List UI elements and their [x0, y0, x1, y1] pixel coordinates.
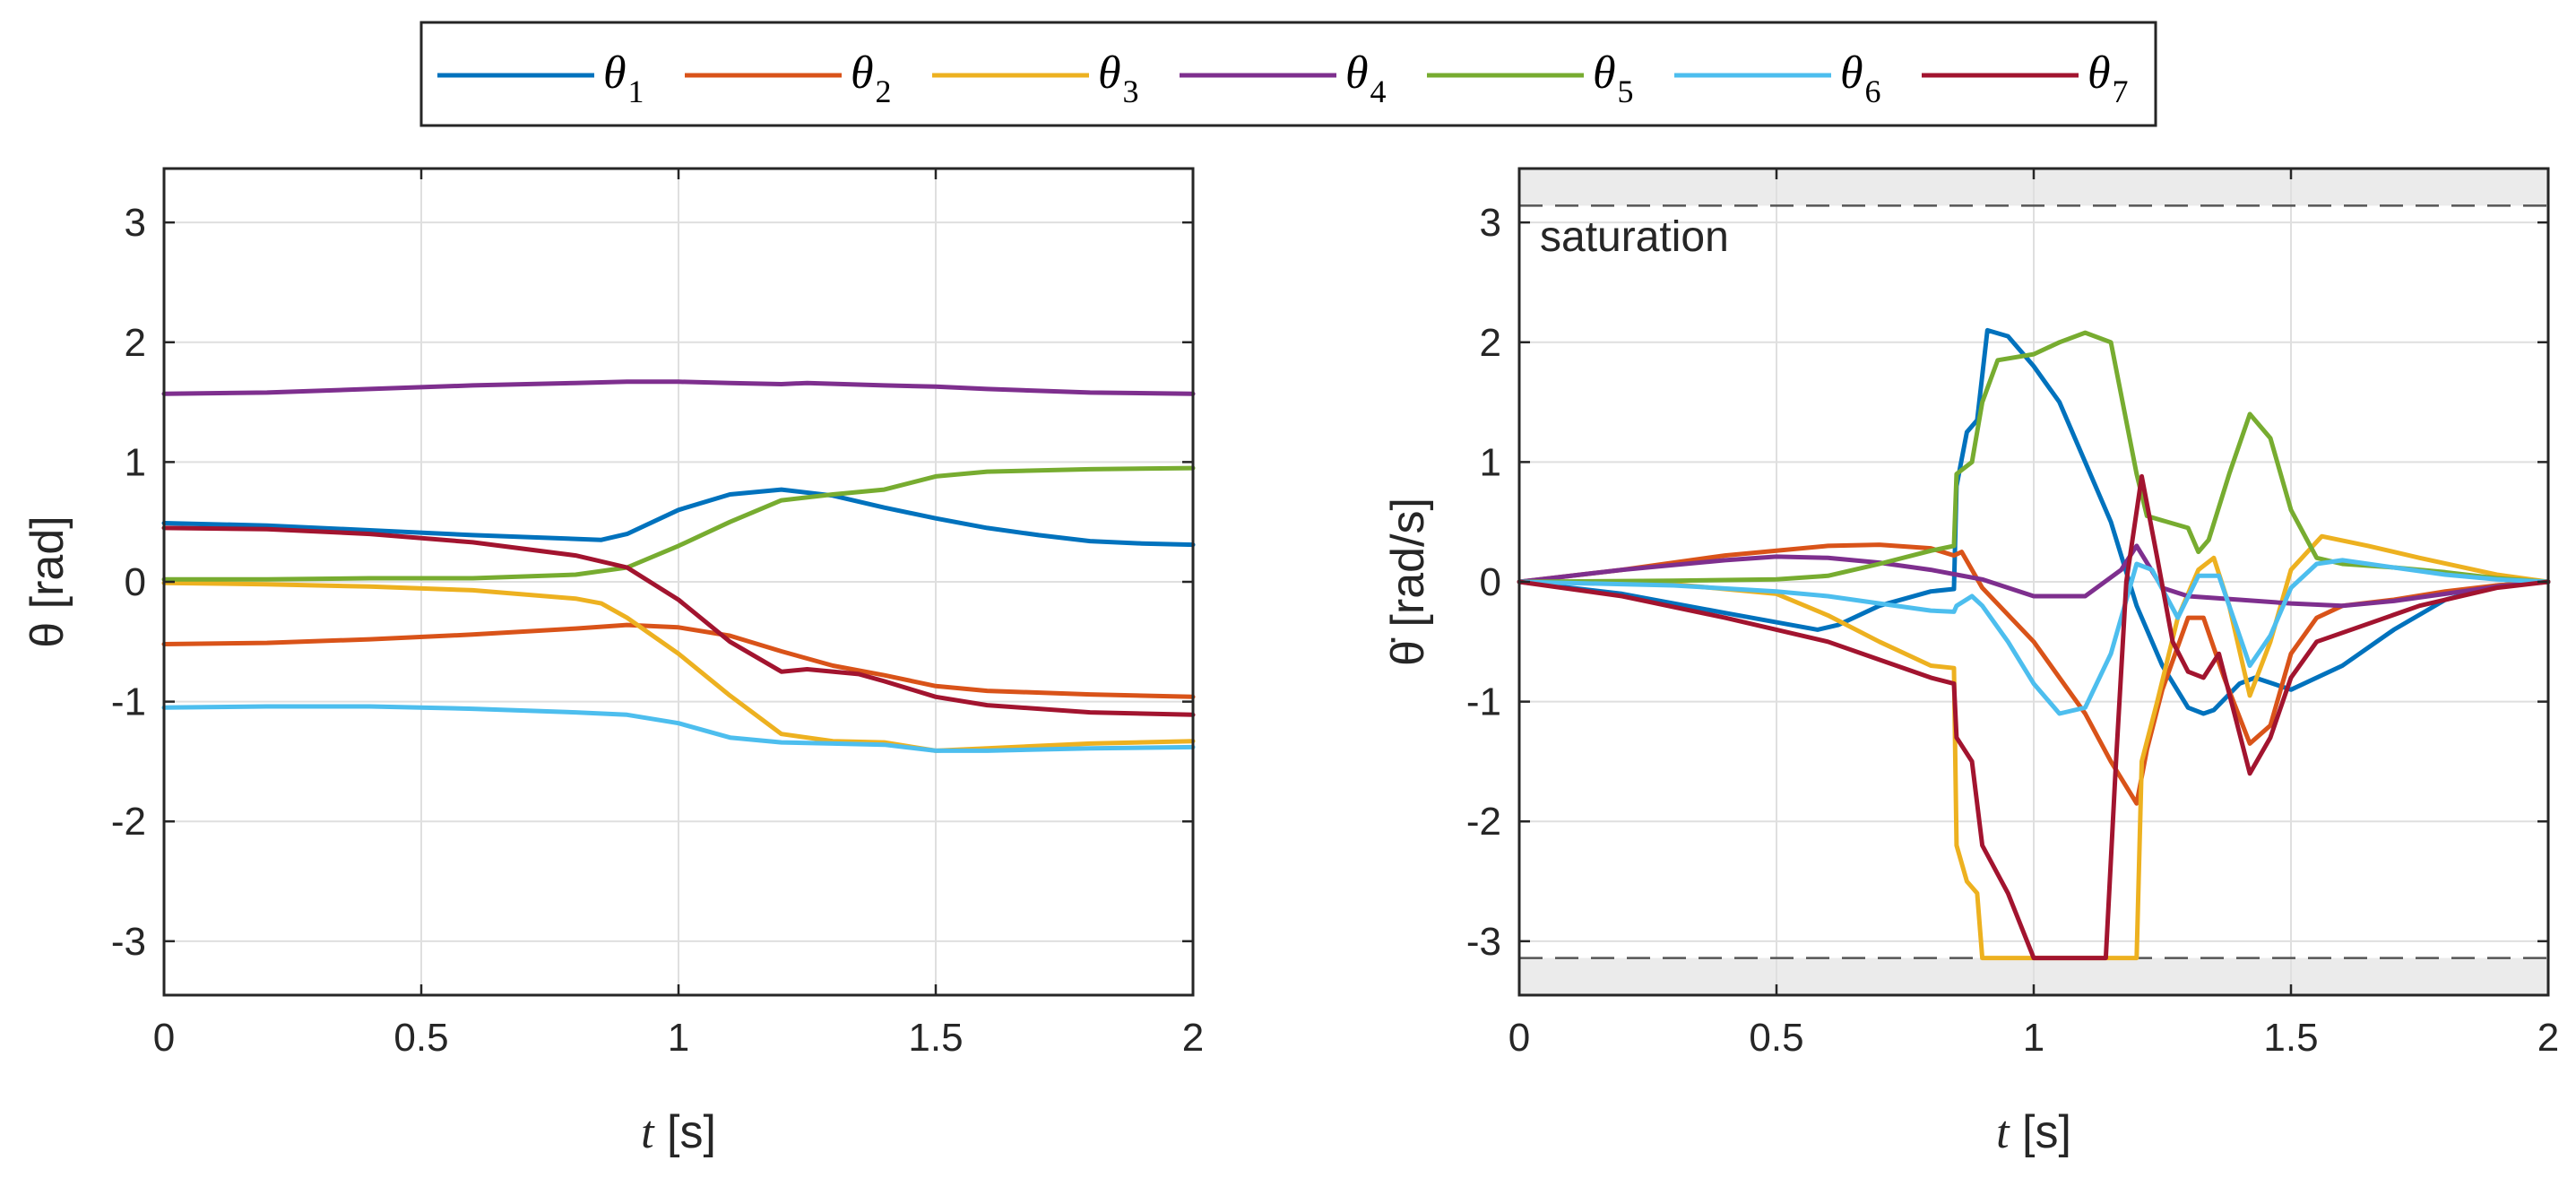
y-tick-label: -2 — [1466, 800, 1501, 844]
legend-label: θ5 — [1593, 48, 1634, 109]
y-tick-label: -1 — [1466, 680, 1501, 724]
x-axis-label: t [s] — [641, 1106, 716, 1158]
y-axis-label: θ [rad] — [22, 515, 73, 647]
x-axis-variable: t — [1996, 1107, 2010, 1158]
x-tick-label: 0.5 — [1749, 1016, 1803, 1060]
y-tick-label: 3 — [1480, 201, 1501, 245]
y-tick-label: -3 — [111, 920, 146, 964]
legend-item-theta-4: θ4 — [1180, 48, 1387, 109]
legend-label: θ4 — [1345, 48, 1387, 109]
x-axis-variable: t — [641, 1107, 655, 1158]
series-line-theta-2 — [161, 622, 1196, 699]
legend-label: θ6 — [1840, 48, 1881, 109]
series-line-theta-1 — [161, 487, 1196, 548]
legend-label: θ1 — [603, 48, 644, 109]
series-line-theta-4 — [161, 379, 1196, 396]
legend-label: θ3 — [1098, 48, 1139, 109]
x-axis-unit: [s] — [667, 1106, 716, 1158]
series-line-theta-4 — [1517, 543, 2551, 609]
legend-item-theta-6: θ6 — [1674, 48, 1881, 109]
series-line-theta-5 — [161, 465, 1196, 582]
series-line-theta-3 — [1517, 533, 2551, 961]
chart-joint-velocities: 0 0.5 1 1.5 2 -3 -2 -1 0 1 2 3 saturation t [s] θ̇ … — [1382, 167, 2559, 1158]
x-tick-label: 2 — [2537, 1016, 2559, 1060]
legend-item-theta-3: θ3 — [932, 48, 1139, 109]
x-tick-label: 0 — [1508, 1016, 1530, 1060]
x-tick-label: 0 — [153, 1016, 175, 1060]
x-tick-label: 0.5 — [393, 1016, 448, 1060]
y-tick-label: 1 — [1480, 440, 1501, 484]
series-line-theta-7 — [1517, 473, 2551, 961]
x-tick-label: 2 — [1182, 1016, 1204, 1060]
series-line-theta-1 — [1517, 327, 2551, 716]
saturation-label: saturation — [1540, 213, 1729, 261]
y-axis-label: θ̇ [rad/s] — [1382, 498, 1434, 666]
y-tick-label: -2 — [111, 800, 146, 844]
chart-joint-angles: 0 0.5 1 1.5 2 -3 -2 -1 0 1 2 3 t [s] θ [rad] — [22, 167, 1204, 1158]
y-tick-label: 2 — [1480, 321, 1501, 365]
x-tick-label: 1.5 — [908, 1016, 963, 1060]
legend-label: θ7 — [2088, 48, 2129, 109]
x-tick-label: 1 — [2023, 1016, 2044, 1060]
legend: θ1 θ2 θ3 θ4 θ5 θ6 θ7 — [419, 21, 2157, 127]
series-line-theta-7 — [161, 525, 1196, 717]
y-tick-label: -1 — [111, 680, 146, 724]
legend-label: θ2 — [851, 48, 892, 109]
series-line-theta-5 — [1517, 330, 2551, 585]
y-tick-label: 2 — [125, 321, 146, 365]
series-line-theta-6 — [1517, 558, 2551, 716]
series-line-theta-6 — [161, 704, 1196, 753]
y-tick-label: 0 — [125, 560, 146, 604]
y-tick-label: -3 — [1466, 920, 1501, 964]
x-tick-label: 1 — [668, 1016, 689, 1060]
y-tick-label: 3 — [125, 201, 146, 245]
x-axis-unit: [s] — [2022, 1106, 2071, 1158]
legend-item-theta-7: θ7 — [1922, 48, 2129, 109]
legend-item-theta-5: θ5 — [1427, 48, 1634, 109]
x-tick-label: 1.5 — [2263, 1016, 2318, 1060]
x-axis-label: t [s] — [1996, 1106, 2071, 1158]
legend-item-theta-2: θ2 — [685, 48, 892, 109]
legend-item-theta-1: θ1 — [437, 48, 644, 109]
y-tick-label: 1 — [125, 440, 146, 484]
y-tick-label: 0 — [1480, 560, 1501, 604]
